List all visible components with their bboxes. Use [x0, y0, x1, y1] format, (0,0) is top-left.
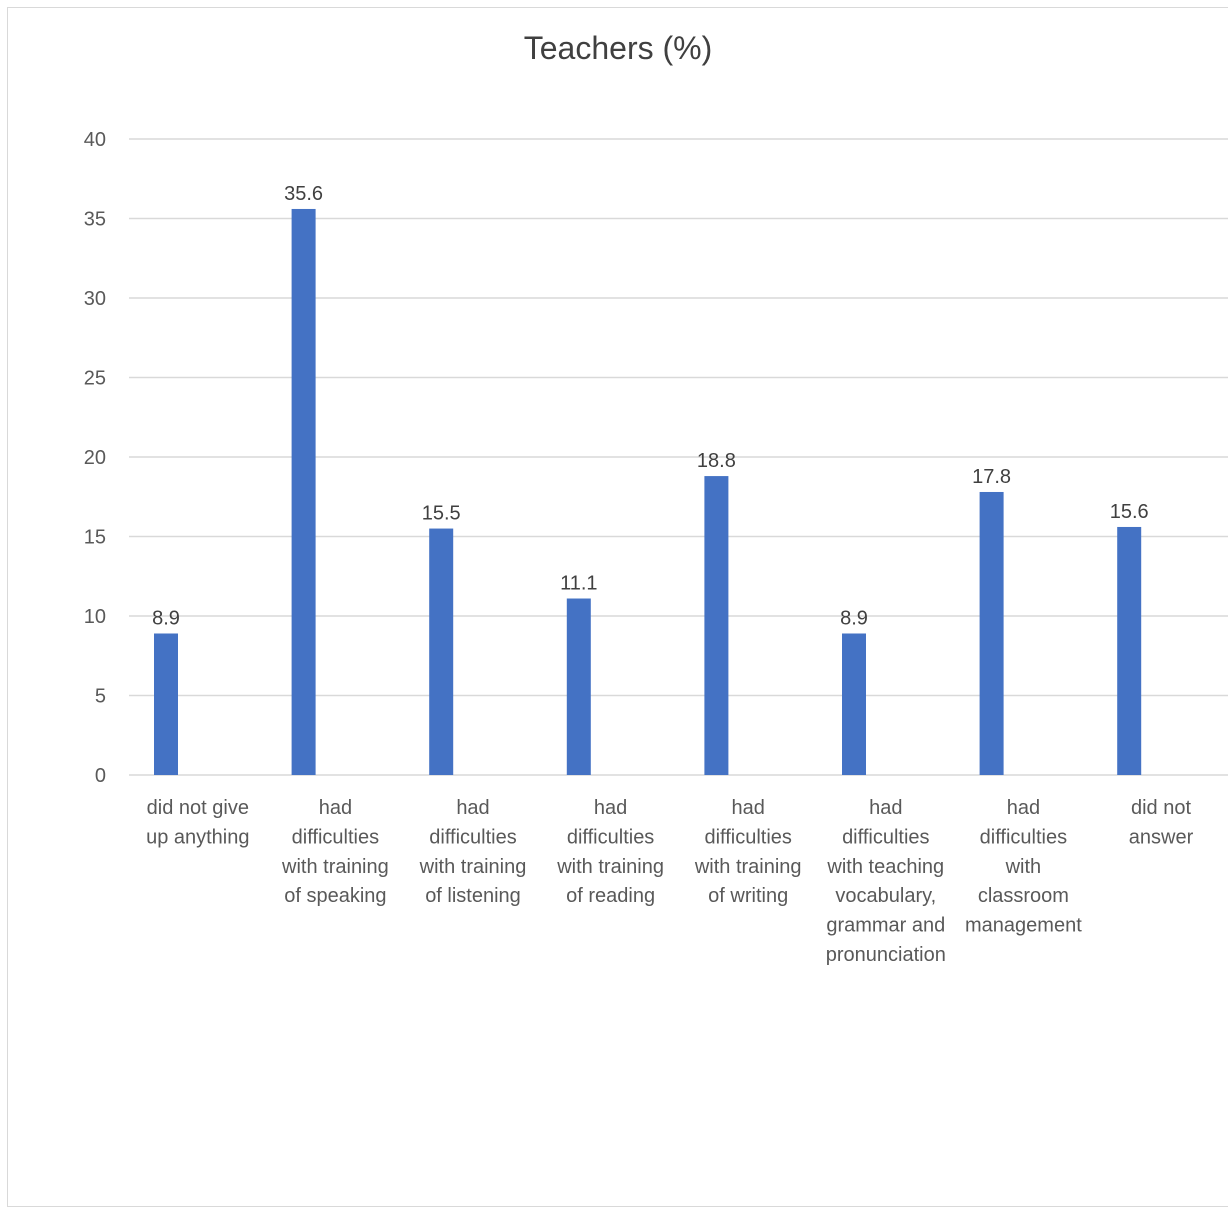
y-tick-label: 0: [95, 765, 106, 787]
chart-title: Teachers (%): [523, 30, 713, 66]
y-tick-label: 15: [84, 527, 106, 549]
data-label: 15.6: [1110, 501, 1149, 523]
bar: [291, 208, 316, 775]
bar: [704, 476, 729, 775]
data-label: 8.9: [840, 607, 868, 629]
x-axis-tick-labels: did not give up anything had difficulties wi…: [146, 797, 1193, 966]
x-tick-label: had difficulties with teaching vocabulary, g…: [826, 797, 946, 966]
y-tick-label: 35: [84, 209, 106, 231]
x-tick-label: had difficulties with training of reading: [556, 797, 664, 907]
data-labels: 8.9 35.6 15.5 11.1 18.8 8.9 17.8 15.6: [152, 183, 1149, 630]
x-tick-label: had difficulties with training of speaking: [281, 797, 389, 907]
y-tick-label: 30: [84, 288, 106, 310]
x-tick-label: had difficulties with training of writing: [694, 797, 802, 907]
x-tick-label: had difficulties with training of listening: [419, 797, 527, 907]
bar: [842, 633, 866, 775]
x-tick-label: had difficulties with classroom management: [965, 797, 1082, 937]
bar: [979, 491, 1004, 775]
y-tick-label: 40: [84, 129, 106, 151]
data-label: 35.6: [284, 183, 323, 205]
y-tick-label: 20: [84, 447, 106, 469]
bar: [154, 633, 178, 775]
data-label: 15.5: [422, 503, 461, 525]
data-label: 8.9: [152, 607, 180, 629]
x-tick-label: did not give up anything: [146, 797, 249, 848]
data-label: 17.8: [972, 466, 1011, 488]
bar: [1117, 526, 1142, 775]
bars: [154, 208, 1142, 775]
y-tick-label: 5: [95, 686, 106, 708]
bar: [566, 598, 591, 775]
x-tick-label: did not answer: [1129, 797, 1194, 848]
bar: [429, 528, 454, 775]
data-label: 11.1: [560, 573, 597, 595]
y-tick-label: 10: [84, 606, 106, 628]
data-label: 18.8: [697, 450, 736, 472]
chart-area: [7, 7, 1228, 1207]
y-tick-label: 25: [84, 368, 106, 390]
y-axis-tick-labels: 0 5 10 15 20 25 30 35 40: [84, 129, 106, 787]
